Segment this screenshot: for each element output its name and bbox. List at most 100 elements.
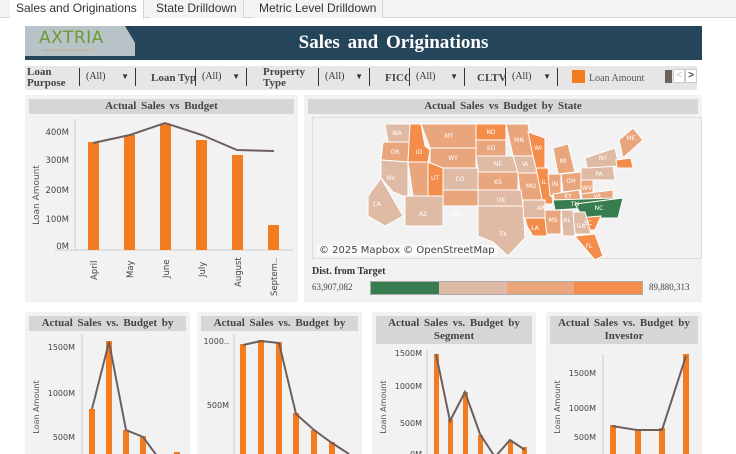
- loan-purpose-value: (All): [86, 71, 106, 82]
- svg-text:1000M: 1000M: [569, 404, 596, 413]
- y-axis-label: Loan Amount: [379, 380, 388, 433]
- dashboard-tabs: Sales and Originations State Drilldown M…: [0, 0, 736, 19]
- cltv-value: (All): [512, 71, 532, 82]
- filter-label-loan-purpose: Loan Purpose: [27, 66, 66, 89]
- svg-text:WV: WV: [582, 185, 593, 192]
- legend-step-strong: [574, 282, 642, 294]
- svg-text:1000M: 1000M: [48, 389, 75, 398]
- svg-text:AZ: AZ: [419, 211, 427, 218]
- sales-by-dimension-2-panel: Actual Sales vs. Budget by 500M 1000..: [197, 312, 362, 454]
- legend-label-loan-amount: Loan Amount: [589, 73, 645, 84]
- legend-step-mid: [506, 282, 575, 294]
- svg-text:CO: CO: [456, 176, 465, 183]
- y-axis-label: Loan Amount: [32, 165, 42, 225]
- budget-line[interactable]: [92, 121, 275, 152]
- color-legend-min: 63,907,082: [312, 282, 353, 292]
- svg-text:ID: ID: [416, 149, 423, 156]
- map-attribution[interactable]: © 2025 Mapbox © OpenStreetMap: [317, 245, 497, 256]
- chevron-down-icon: ▼: [121, 72, 129, 81]
- svg-text:1000..: 1000..: [204, 337, 229, 346]
- dashboard-header: AXTRIA INGENIOUS INSIGHTS Sales and Orig…: [25, 26, 702, 60]
- filter-label-cltv: CLTV: [477, 72, 507, 84]
- cltv-dropdown[interactable]: (All) ▼: [505, 68, 558, 86]
- legend-prev-button[interactable]: <: [673, 69, 685, 83]
- monthly-sales-chart-panel: Actual Sales vs Budget Loan Amount 0M 10…: [25, 95, 298, 302]
- svg-text:TN: TN: [570, 201, 579, 208]
- sales-by-segment-chart[interactable]: Loan Amount 0M 500M 1000M 1500M: [372, 312, 536, 454]
- chart-title: Actual Sales vs. Budget by: [201, 316, 358, 331]
- svg-text:WI: WI: [534, 145, 542, 152]
- color-legend-max: 89,880,313: [649, 282, 690, 292]
- svg-text:July: July: [198, 262, 208, 278]
- y-axis-label: Loan Amount: [32, 380, 41, 433]
- y-axis-label: Loan Amount: [553, 380, 562, 433]
- svg-text:500M: 500M: [574, 433, 596, 442]
- color-legend-title: Dist. from Target: [312, 266, 386, 277]
- x-ticks: April May June July August Septem..: [90, 257, 280, 296]
- property-type-dropdown[interactable]: (All) ▼: [318, 68, 370, 86]
- svg-text:KS: KS: [494, 179, 502, 186]
- page-title: Sales and Originations: [298, 32, 489, 53]
- svg-text:IN: IN: [552, 181, 558, 188]
- svg-text:1500M: 1500M: [48, 343, 75, 352]
- chart-title: Actual Sales vs Budget by State: [308, 99, 698, 114]
- chart-title: Actual Sales vs. Budget by: [29, 316, 186, 331]
- svg-text:MI: MI: [560, 158, 567, 165]
- svg-text:LA: LA: [531, 225, 539, 232]
- svg-text:0M: 0M: [56, 242, 69, 252]
- legend-next-button[interactable]: >: [685, 69, 697, 83]
- svg-text:WA: WA: [392, 130, 403, 137]
- filter-label-property-type: Property Type: [263, 66, 305, 89]
- svg-text:NY: NY: [599, 155, 607, 162]
- state-map-panel: Actual Sales vs Budget by State: [304, 95, 702, 302]
- svg-text:200M: 200M: [45, 186, 69, 196]
- svg-text:MS: MS: [549, 217, 558, 224]
- logo-text: AXTRIA: [39, 28, 104, 48]
- sales-by-dimension-1-chart[interactable]: Loan Amount 500M 1000M 1500M: [25, 312, 190, 454]
- svg-text:IL: IL: [541, 179, 547, 186]
- svg-text:MN: MN: [514, 137, 524, 144]
- svg-text:May: May: [126, 260, 136, 278]
- property-type-value: (All): [325, 71, 345, 82]
- svg-text:NC: NC: [595, 205, 604, 212]
- svg-text:PA: PA: [595, 171, 603, 178]
- map-shapes: WA OR ID MT ND SD WY NE NV CA UT CO KS MN IA MO WI I…: [367, 123, 644, 260]
- tab-sales-and-originations[interactable]: Sales and Originations: [10, 0, 144, 19]
- fico-dropdown[interactable]: (All) ▼: [409, 68, 465, 86]
- svg-text:KY: KY: [564, 193, 572, 200]
- tab-state-drilldown[interactable]: State Drilldown: [150, 0, 244, 18]
- svg-text:MT: MT: [445, 133, 454, 140]
- svg-text:1500M: 1500M: [569, 369, 596, 378]
- logo: AXTRIA INGENIOUS INSIGHTS: [25, 26, 135, 56]
- chart-title: Actual Sales vs. Budget by Segment: [376, 316, 532, 344]
- chevron-down-icon: ▼: [450, 72, 458, 81]
- monthly-sales-chart[interactable]: Loan Amount 0M 100M 200M 300M 400M April…: [25, 95, 298, 302]
- sales-by-dimension-2-chart[interactable]: 500M 1000..: [197, 312, 362, 454]
- svg-text:ND: ND: [486, 129, 495, 136]
- sales-by-segment-panel: Actual Sales vs. Budget by Segment Loan …: [372, 312, 536, 454]
- svg-text:500M: 500M: [53, 433, 75, 442]
- svg-text:0M: 0M: [410, 450, 422, 454]
- svg-text:NE: NE: [494, 161, 502, 168]
- filter-bar: Loan Purpose (All) ▼ Loan Type (All) ▼ P…: [25, 66, 697, 90]
- loan-purpose-dropdown[interactable]: (All) ▼: [79, 68, 136, 86]
- svg-text:OH: OH: [566, 178, 575, 185]
- svg-text:IA: IA: [522, 161, 529, 168]
- us-state-map[interactable]: WA OR ID MT ND SD WY NE NV CA UT CO KS MN IA MO WI I…: [312, 117, 702, 260]
- svg-text:OR: OR: [391, 149, 400, 156]
- legend-step-green: [371, 282, 439, 294]
- svg-text:NV: NV: [387, 175, 396, 182]
- svg-text:300M: 300M: [45, 156, 69, 166]
- legend-swatch-loan-amount: [572, 70, 585, 83]
- svg-text:CA: CA: [373, 201, 382, 208]
- actual-bars[interactable]: [88, 124, 279, 250]
- tab-metric-level-drilldown[interactable]: Metric Level Drilldown: [253, 0, 384, 18]
- filter-label-fico: FICO: [385, 72, 413, 84]
- chevron-down-icon: ▼: [543, 72, 551, 81]
- sales-by-dimension-1-panel: Actual Sales vs. Budget by Loan Amount 5…: [25, 312, 190, 454]
- filter-label-loan-type: Loan Type: [151, 72, 202, 84]
- svg-text:NM: NM: [450, 211, 460, 218]
- sales-by-investor-chart[interactable]: Loan Amount 500M 1000M 1500M: [546, 312, 702, 454]
- y-ticks: 0M 100M 200M 300M 400M: [45, 128, 69, 252]
- loan-type-dropdown[interactable]: (All) ▼: [195, 68, 247, 86]
